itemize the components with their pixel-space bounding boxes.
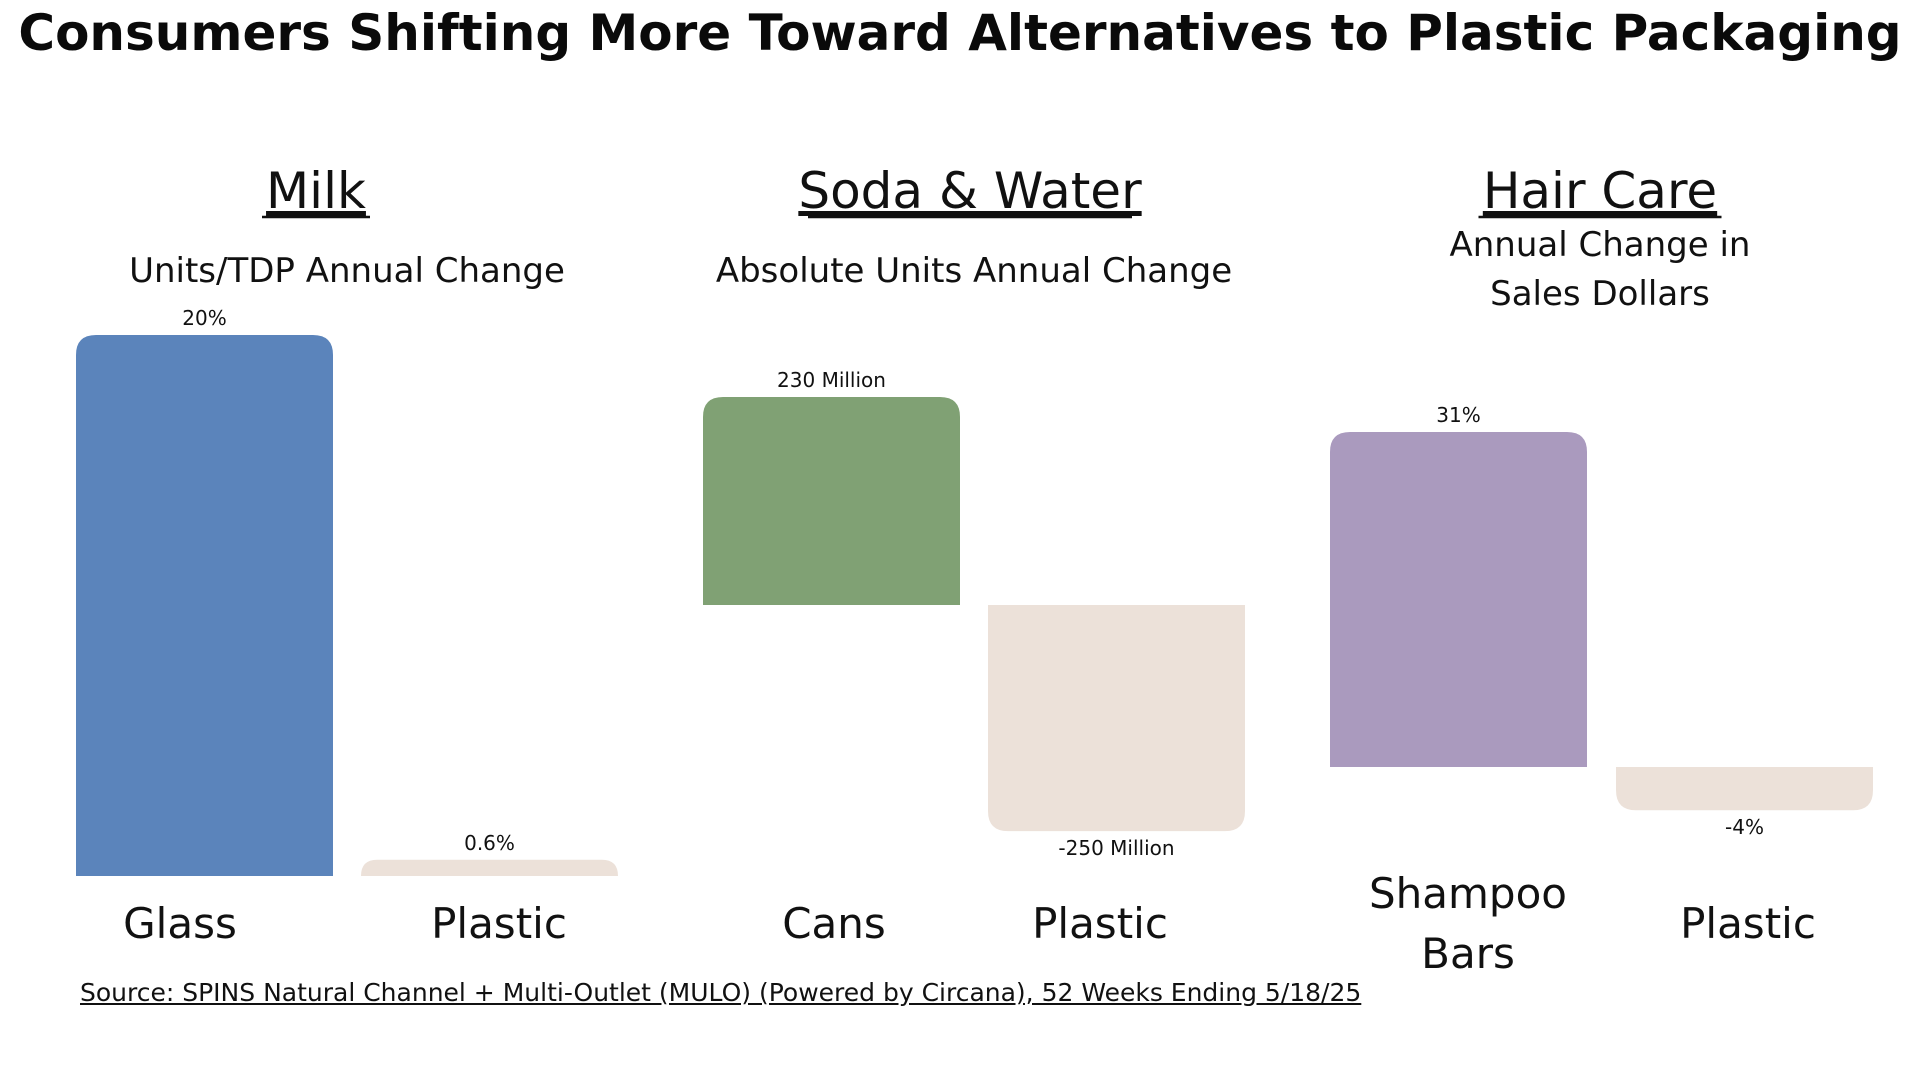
bar-soda-water-plastic: [988, 605, 1245, 832]
category-label-milk: Glass: [123, 899, 237, 948]
panel-subtitle-hair-care: Annual Change in: [1450, 225, 1751, 265]
data-label-milk: 0.6%: [464, 831, 515, 855]
category-label-milk: Plastic: [431, 899, 567, 948]
panel-subtitle-milk: Units/TDP Annual Change: [129, 251, 565, 291]
bar-soda-water-cans: [703, 397, 960, 605]
data-label-soda-water: -250 Million: [1058, 836, 1174, 860]
page-title: Consumers Shifting More Toward Alternati…: [18, 4, 1902, 62]
panel-title-milk: Milk: [266, 162, 366, 220]
data-label-milk: 20%: [182, 306, 226, 330]
panel-subtitle-soda-water: Absolute Units Annual Change: [716, 251, 1232, 291]
bar-hair-care-plastic: [1616, 767, 1873, 811]
category-label-hair-care: Plastic: [1680, 899, 1816, 948]
category-label-soda-water: Cans: [782, 899, 886, 948]
bar-milk-glass: [76, 335, 333, 876]
bar-hair-care-shampoo-bars: [1330, 432, 1587, 767]
data-label-hair-care: -4%: [1725, 815, 1764, 839]
source-note: Source: SPINS Natural Channel + Multi-Ou…: [80, 978, 1362, 1007]
panel-title-hair-care: Hair Care: [1483, 162, 1717, 220]
category-label-hair-care: Bars: [1421, 929, 1515, 978]
category-label-soda-water: Plastic: [1032, 899, 1168, 948]
data-label-soda-water: 230 Million: [777, 368, 886, 392]
category-label-hair-care: Shampoo: [1369, 869, 1567, 918]
bar-milk-plastic: [361, 859, 618, 876]
panel-subtitle-hair-care: Sales Dollars: [1490, 274, 1710, 314]
panel-title-soda-water: Soda & Water: [798, 162, 1142, 220]
data-label-hair-care: 31%: [1436, 403, 1480, 427]
